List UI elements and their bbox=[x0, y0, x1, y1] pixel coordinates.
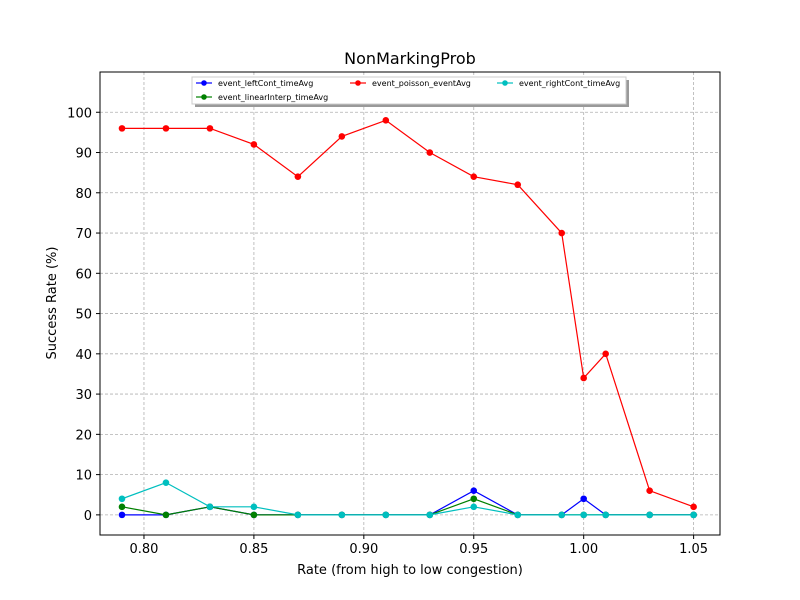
plot-area-frame bbox=[99, 71, 721, 536]
legend-item: event_poisson_eventAvg bbox=[350, 79, 471, 88]
data-point bbox=[470, 503, 478, 511]
y-tick-label: 70 bbox=[75, 227, 92, 242]
data-point bbox=[118, 125, 126, 132]
data-point bbox=[602, 511, 609, 519]
data-point bbox=[690, 503, 697, 511]
data-point bbox=[426, 511, 434, 519]
legend-swatch-marker bbox=[201, 80, 207, 86]
data-point bbox=[294, 173, 302, 180]
data-point bbox=[514, 511, 522, 519]
data-point bbox=[118, 503, 126, 511]
legend-swatch-marker bbox=[355, 80, 361, 86]
data-point bbox=[426, 149, 434, 156]
data-point bbox=[646, 487, 653, 495]
x-tick-label: 0.80 bbox=[129, 542, 158, 557]
y-tick-label: 50 bbox=[75, 308, 92, 323]
data-point bbox=[250, 511, 258, 519]
data-point bbox=[206, 125, 214, 132]
data-point bbox=[338, 511, 346, 519]
legend-swatch-marker bbox=[201, 94, 207, 100]
legend-label: event_linearInterp_timeAvg bbox=[218, 93, 328, 102]
legend-swatch-marker bbox=[502, 80, 508, 86]
legend: event_leftCont_timeAvg event_linearInterp… bbox=[191, 76, 629, 107]
y-tick-label: 40 bbox=[75, 348, 92, 363]
y-tick-label: 10 bbox=[75, 469, 92, 484]
data-point bbox=[580, 374, 587, 382]
data-point bbox=[250, 141, 258, 148]
y-tick-label: 100 bbox=[67, 106, 92, 121]
data-point bbox=[294, 511, 302, 519]
x-tick-label: 1.05 bbox=[679, 542, 708, 557]
legend-item: event_leftCont_timeAvg bbox=[196, 79, 313, 88]
data-point bbox=[690, 511, 697, 519]
legend-item: event_rightCont_timeAvg bbox=[497, 79, 620, 88]
x-tick-label: 0.95 bbox=[459, 542, 488, 557]
legend-label: event_rightCont_timeAvg bbox=[519, 79, 620, 88]
data-point bbox=[580, 511, 587, 519]
data-point bbox=[470, 487, 478, 495]
data-point bbox=[118, 511, 126, 519]
legend-box bbox=[191, 76, 627, 105]
x-axis-label: Rate (from high to low congestion) bbox=[297, 563, 523, 578]
axis-ticks: 0.80 0.85 0.90 0.95 1.00 1.05 0 10 20 30 40 50 60 70 8… bbox=[67, 106, 708, 557]
series-2 bbox=[118, 117, 697, 511]
data-point bbox=[382, 117, 390, 124]
legend-label: event_poisson_eventAvg bbox=[372, 79, 471, 88]
data-point bbox=[162, 511, 170, 519]
y-tick-label: 80 bbox=[75, 187, 92, 202]
y-tick-label: 20 bbox=[75, 428, 92, 443]
data-point bbox=[250, 503, 258, 511]
data-point bbox=[206, 503, 214, 511]
data-point bbox=[602, 350, 609, 358]
data-point bbox=[338, 133, 346, 140]
grid-lines bbox=[100, 72, 720, 535]
x-tick-label: 0.90 bbox=[349, 542, 378, 557]
legend-label: event_leftCont_timeAvg bbox=[218, 79, 313, 88]
data-point bbox=[470, 495, 478, 503]
x-tick-label: 1.00 bbox=[569, 542, 598, 557]
y-axis-label: Success Rate (%) bbox=[45, 247, 60, 360]
legend-item: event_linearInterp_timeAvg bbox=[196, 93, 328, 102]
data-point bbox=[382, 511, 390, 519]
y-tick-label: 30 bbox=[75, 388, 92, 403]
data-point bbox=[558, 511, 566, 519]
data-point bbox=[162, 125, 170, 132]
data-point bbox=[470, 173, 478, 180]
data-point bbox=[580, 495, 587, 503]
data-point bbox=[118, 495, 126, 503]
y-tick-label: 90 bbox=[75, 147, 92, 162]
data-point bbox=[558, 229, 566, 237]
data-point bbox=[514, 181, 522, 189]
y-tick-label: 60 bbox=[75, 267, 92, 282]
series-3 bbox=[118, 479, 697, 519]
y-tick-label: 0 bbox=[84, 509, 92, 524]
data-point bbox=[646, 511, 653, 519]
data-point bbox=[162, 479, 170, 486]
chart-title: NonMarkingProb bbox=[344, 49, 476, 68]
x-tick-label: 0.85 bbox=[239, 542, 268, 557]
series-group bbox=[118, 117, 697, 519]
